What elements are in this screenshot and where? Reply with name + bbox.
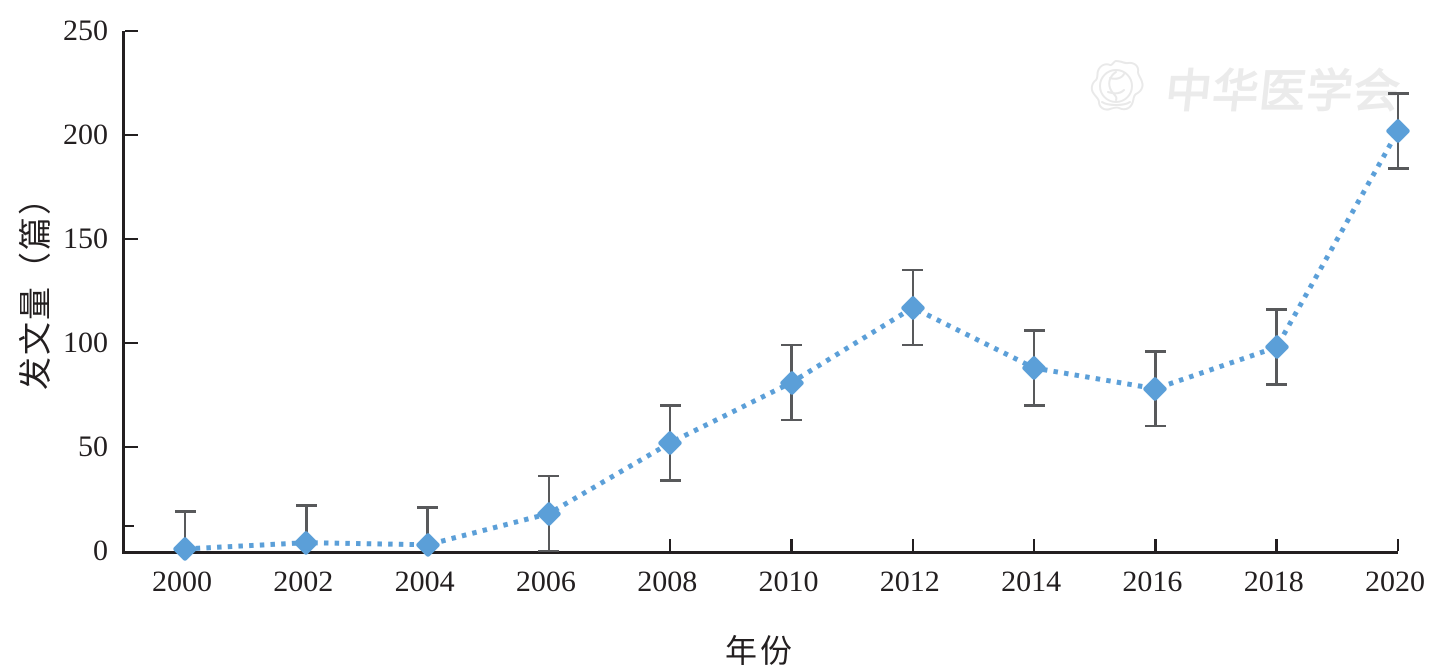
error-bar-bottom-cap [538, 549, 560, 553]
y-axis-minor-tick [125, 524, 134, 528]
error-bar [183, 511, 187, 551]
y-axis-tick [125, 341, 138, 345]
x-tick-label: 2014 [1001, 565, 1062, 598]
x-tick-label: 2010 [758, 565, 819, 598]
x-axis-tick [1396, 539, 1400, 551]
error-bar-bottom-cap [781, 418, 802, 422]
y-axis-tick [125, 133, 138, 137]
error-bar-bottom-cap [902, 343, 924, 347]
y-tick-label: 0 [93, 534, 108, 567]
error-bar-bottom-cap [1023, 404, 1045, 407]
plot-area [122, 29, 1411, 562]
x-tick-label: 2004 [394, 565, 455, 598]
x-axis-tick [1154, 539, 1157, 551]
trend-dotted-line [184, 129, 1398, 551]
error-bar-bottom-cap [1387, 166, 1409, 170]
error-bar-top-cap [659, 404, 681, 407]
error-bar-top-cap [1144, 350, 1166, 353]
error-bar-top-cap [174, 510, 196, 513]
x-axis-tick [668, 539, 672, 551]
x-tick-label: 2008 [637, 565, 698, 598]
y-tick-label: 50 [78, 430, 108, 463]
y-tick-label: 100 [63, 326, 108, 359]
error-bar-top-cap [1023, 329, 1045, 332]
y-axis-tick [125, 445, 138, 449]
x-tick-label: 2016 [1122, 565, 1183, 598]
x-tick-label: 2018 [1243, 565, 1304, 598]
y-axis-tick [125, 29, 138, 33]
error-bar-top-cap [295, 503, 317, 507]
error-bar-top-cap [1266, 308, 1288, 311]
x-axis-tick [1275, 539, 1278, 551]
y-tick-label: 250 [63, 14, 108, 47]
x-tick-label: 2012 [879, 565, 940, 598]
y-tick-label: 150 [63, 222, 108, 255]
error-bar-bottom-cap [1144, 424, 1166, 428]
chinese-medical-association-emblem-icon [1090, 59, 1144, 111]
x-axis-title: 年份 [724, 633, 796, 665]
x-tick-label: 2002 [273, 565, 334, 598]
x-tick-label: 2006 [515, 565, 576, 598]
y-axis-tick [125, 237, 138, 241]
trend-line-path [184, 129, 1398, 551]
error-bar-top-cap [538, 474, 560, 478]
x-tick-label: 2000 [152, 565, 212, 598]
error-bar-top-cap [417, 506, 439, 509]
error-bar-top-cap [781, 343, 802, 347]
y-tick-label: 200 [63, 118, 108, 151]
x-axis-tick [911, 539, 915, 551]
error-bar-top-cap [902, 268, 924, 272]
error-bar-bottom-cap [1266, 383, 1288, 386]
error-bar-top-cap [1387, 92, 1409, 95]
watermark: 中华医学会 [1086, 54, 1403, 122]
x-tick-label: 2020 [1365, 565, 1425, 598]
x-axis-tick [1032, 539, 1036, 551]
error-bar-bottom-cap [659, 478, 681, 482]
x-axis-tick [790, 539, 793, 551]
error-bar [426, 507, 429, 551]
error-bar [305, 505, 308, 551]
